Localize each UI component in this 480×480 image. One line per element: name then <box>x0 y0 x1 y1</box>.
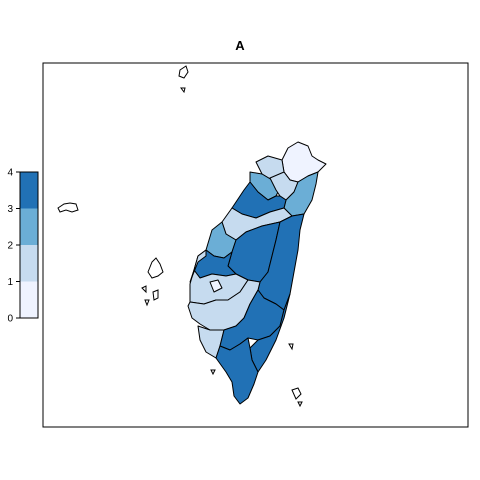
legend-tick-label-3: 3 <box>7 204 13 215</box>
islet-orchid-small <box>297 401 303 408</box>
region-keelung-taipei[interactable] <box>281 141 327 183</box>
islet-penghu-3 <box>152 289 159 301</box>
legend-colorbar: 0 1 2 3 4 <box>7 168 39 325</box>
islet-orchid <box>291 387 302 400</box>
legend-tick-label-0: 0 <box>7 314 13 325</box>
islet-penghu-2 <box>141 285 147 294</box>
map-title: A <box>235 38 245 53</box>
region-pingtung[interactable] <box>215 337 259 405</box>
islet-penghu-4 <box>144 299 150 307</box>
islet-pengjia-small <box>180 87 186 94</box>
taiwan-regions <box>187 141 327 405</box>
outlying-islets <box>57 65 303 408</box>
legend-swatch-0 <box>20 281 38 318</box>
legend-swatch-2 <box>20 208 38 245</box>
islet-penghu <box>147 257 164 279</box>
legend-tick-label-1: 1 <box>7 277 13 288</box>
islet-green <box>288 343 294 351</box>
islet-pengjia <box>178 65 189 79</box>
plot-frame <box>42 62 469 428</box>
legend-tick-label-2: 2 <box>7 241 13 252</box>
legend-swatch-3 <box>20 172 38 209</box>
legend-swatch-1 <box>20 245 38 282</box>
region-hsinchu-county[interactable] <box>189 249 207 283</box>
region-chiayi-city[interactable] <box>209 279 223 293</box>
islet-liuqiu <box>210 369 216 376</box>
islet-kinmen <box>57 202 79 213</box>
legend-tick-label-4: 4 <box>7 168 13 179</box>
